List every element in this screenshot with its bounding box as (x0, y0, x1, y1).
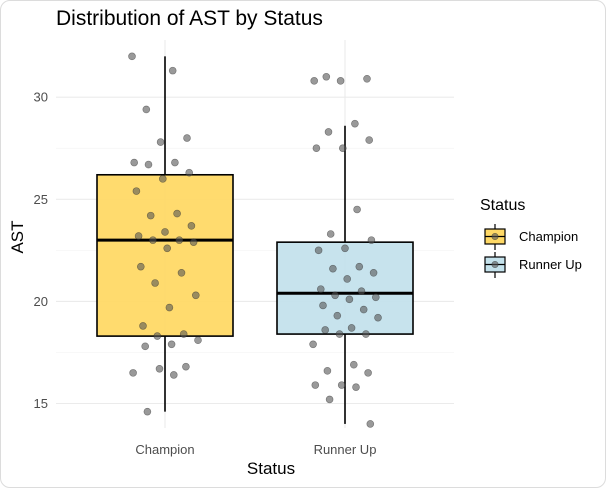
x-axis-ticks: Champion Runner Up (135, 442, 376, 457)
legend-key-point (491, 260, 499, 268)
data-point (168, 66, 177, 75)
data-point (335, 330, 344, 338)
box-iqr (276, 241, 414, 335)
data-point (322, 72, 331, 81)
data-point (349, 360, 358, 369)
data-point (149, 236, 157, 244)
data-point (337, 381, 346, 389)
data-point (338, 144, 347, 153)
data-point (366, 420, 375, 428)
data-point (345, 295, 354, 304)
data-point (155, 364, 164, 373)
legend-key-point (491, 233, 499, 241)
y-tick-label: 30 (34, 90, 48, 105)
data-point (359, 305, 368, 314)
data-point (362, 330, 370, 338)
legend-label: Champion (519, 229, 578, 244)
data-point (323, 367, 332, 375)
data-point (139, 322, 147, 330)
data-point (321, 326, 330, 334)
data-point (167, 340, 176, 349)
data-point (130, 158, 138, 167)
data-point (175, 236, 184, 244)
data-point (185, 168, 193, 177)
data-point (329, 264, 337, 273)
data-point (171, 158, 179, 167)
data-point (319, 301, 327, 310)
data-point (374, 313, 382, 322)
y-tick-label: 15 (34, 396, 48, 411)
data-point (137, 262, 145, 271)
data-point (333, 311, 342, 320)
data-point (187, 222, 196, 230)
legend: Status Champion Runner Up (480, 197, 582, 278)
data-point (153, 332, 162, 340)
data-point (357, 287, 366, 295)
data-point (365, 136, 374, 144)
data-point (364, 369, 372, 377)
data-point (163, 244, 171, 253)
data-point (170, 371, 178, 379)
y-tick-label: 25 (34, 192, 48, 207)
data-point (351, 119, 359, 128)
data-point (326, 230, 335, 238)
data-point (189, 238, 198, 246)
data-point (353, 205, 361, 214)
data-point (151, 279, 159, 287)
data-point (367, 236, 376, 244)
data-point (336, 77, 345, 85)
data-point (146, 211, 155, 220)
data-point (371, 293, 380, 302)
legend-label: Runner Up (519, 257, 582, 272)
data-point (324, 128, 333, 136)
data-point (165, 303, 174, 312)
data-point (159, 175, 167, 183)
data-point (183, 134, 191, 142)
data-point (363, 75, 371, 83)
box-iqr (96, 173, 234, 337)
y-axis-ticks: 15 20 25 30 (34, 90, 48, 411)
legend-title: Status (480, 197, 525, 214)
data-point (347, 324, 356, 332)
data-point (341, 244, 349, 253)
data-point (156, 138, 165, 146)
data-point (179, 330, 188, 338)
data-point (161, 228, 169, 236)
data-point (128, 52, 136, 61)
data-point (343, 275, 352, 283)
data-point (192, 291, 200, 300)
data-point (316, 285, 325, 293)
data-point (144, 160, 153, 169)
data-point (325, 395, 334, 404)
data-point (132, 187, 141, 195)
data-point (194, 336, 202, 344)
chart-title: Distribution of AST by Status (56, 7, 323, 30)
data-point (129, 369, 137, 377)
data-point (352, 383, 360, 391)
x-tick-label: Runner Up (314, 442, 377, 457)
data-point (310, 77, 319, 85)
data-point (134, 232, 143, 240)
data-point (331, 291, 339, 300)
data-point (173, 209, 181, 218)
y-axis-title: AST (8, 220, 27, 253)
points (128, 52, 382, 428)
data-point (355, 262, 364, 271)
data-point (141, 342, 149, 351)
data-point (314, 246, 323, 255)
x-tick-label: Champion (135, 442, 194, 457)
data-point (311, 381, 320, 389)
y-tick-label: 20 (34, 294, 48, 309)
data-point (177, 268, 186, 277)
data-point (143, 407, 152, 416)
data-point (369, 268, 378, 277)
data-point (309, 340, 317, 349)
boxes (96, 56, 414, 424)
data-point (312, 144, 321, 153)
data-point (142, 105, 151, 114)
x-axis-title: Status (247, 459, 295, 478)
data-point (182, 362, 190, 371)
